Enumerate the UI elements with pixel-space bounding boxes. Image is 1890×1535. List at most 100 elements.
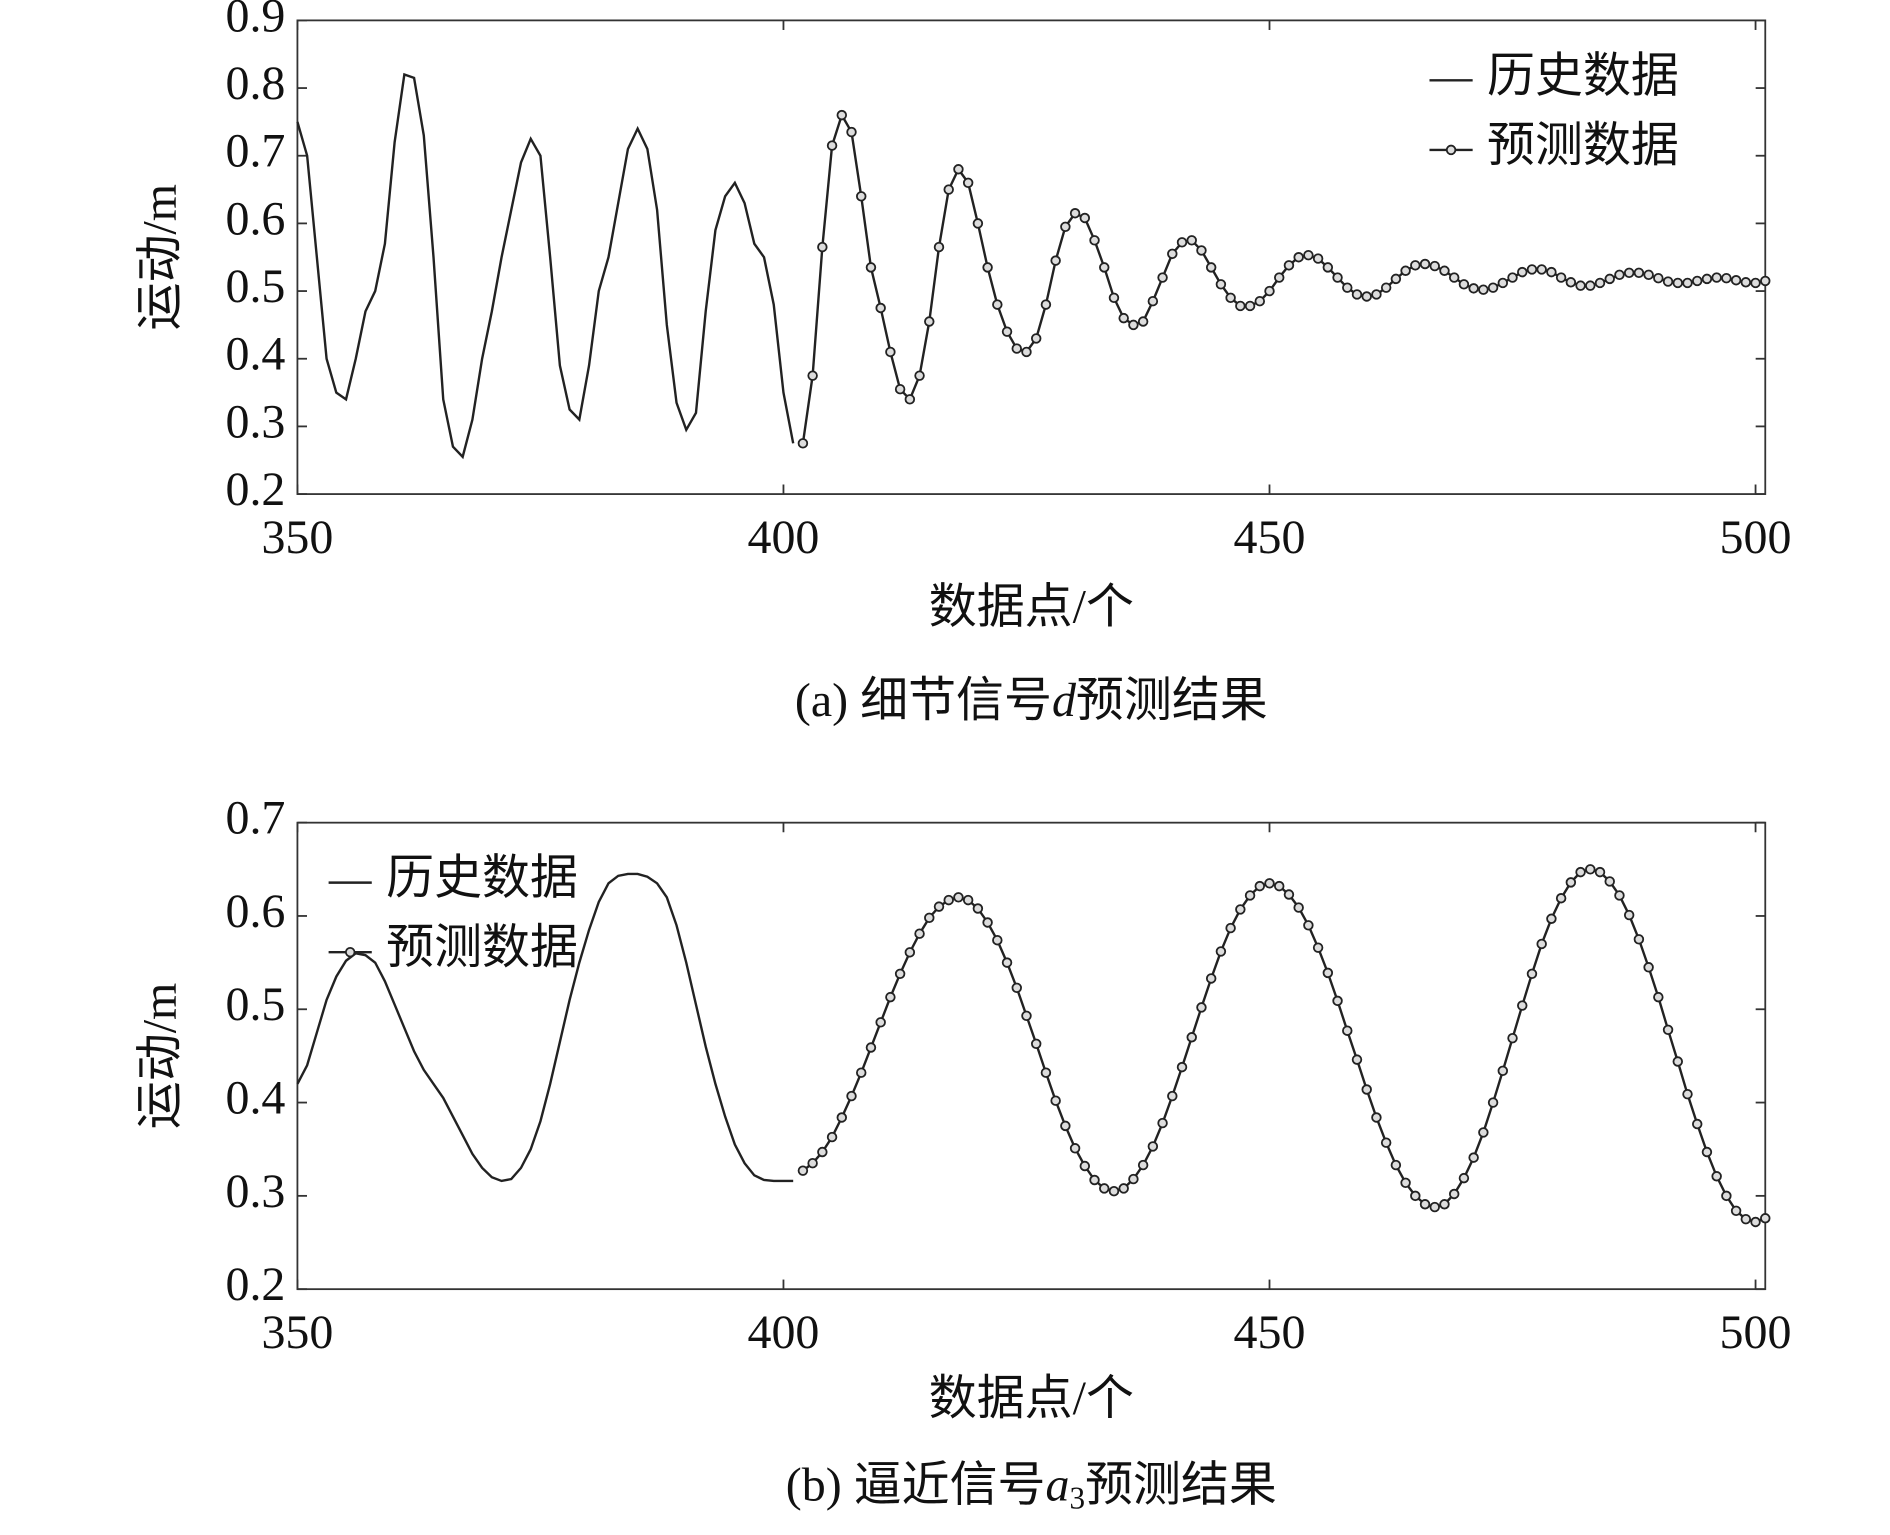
marker <box>1517 266 1528 278</box>
marker <box>1536 264 1547 275</box>
caption-text: 预测结果 <box>1076 674 1268 727</box>
caption-text: 预测结果 <box>1085 1458 1277 1511</box>
marker <box>1089 235 1100 246</box>
marker <box>1322 262 1334 273</box>
marker <box>1711 1171 1722 1182</box>
marker <box>953 164 964 175</box>
marker <box>1351 1054 1363 1065</box>
marker <box>1050 255 1061 266</box>
marker <box>1623 267 1635 279</box>
marker <box>1730 1205 1742 1217</box>
marker <box>817 241 828 253</box>
marker <box>1410 260 1421 271</box>
marker <box>914 370 925 381</box>
marker <box>1040 299 1052 310</box>
marker <box>924 912 935 924</box>
marker <box>875 302 886 314</box>
y-tick-label: 0.2 <box>225 1258 285 1311</box>
marker <box>992 935 1003 946</box>
y-tick-label: 0.2 <box>225 463 285 516</box>
marker <box>1361 1084 1372 1095</box>
marker <box>1235 904 1246 915</box>
marker <box>1662 276 1674 287</box>
marker <box>1205 973 1217 984</box>
marker <box>1604 273 1615 285</box>
marker <box>1167 1090 1178 1102</box>
marker <box>1332 272 1343 283</box>
marker <box>1555 272 1567 283</box>
legend-label: 预测数据 <box>1487 119 1679 172</box>
marker <box>1526 264 1538 275</box>
marker <box>865 262 877 273</box>
caption-text: (b) 逼近信号 <box>786 1458 1046 1511</box>
marker <box>904 394 916 405</box>
marker <box>1672 1056 1683 1067</box>
series-line <box>296 72 795 460</box>
marker <box>1186 235 1197 246</box>
marker <box>1594 866 1606 878</box>
marker <box>1478 1127 1489 1138</box>
y-tick-label: 0.7 <box>225 792 285 845</box>
marker <box>1750 1216 1761 1228</box>
marker <box>962 177 974 189</box>
x-tick-label: 500 <box>1720 511 1792 564</box>
marker <box>1633 267 1645 279</box>
marker <box>1079 1160 1091 1172</box>
marker <box>1303 249 1314 261</box>
marker <box>1623 909 1635 921</box>
marker <box>1439 1199 1450 1210</box>
marker <box>1575 280 1586 291</box>
marker <box>865 1042 877 1053</box>
marker <box>836 109 848 121</box>
marker <box>1410 1190 1421 1202</box>
marker <box>1137 316 1149 327</box>
marker <box>1244 300 1256 312</box>
marker <box>1614 269 1625 281</box>
marker <box>885 346 896 358</box>
marker <box>1342 1025 1353 1036</box>
marker <box>1643 962 1654 973</box>
marker <box>1244 890 1256 901</box>
marker <box>1487 1097 1499 1108</box>
legend-label: 预测数据 <box>386 921 578 974</box>
marker <box>1303 920 1314 931</box>
x-axis-label: 数据点/个 <box>929 581 1134 634</box>
marker <box>1692 1118 1703 1130</box>
marker <box>1555 893 1567 904</box>
legend-label: 历史数据 <box>1487 49 1679 102</box>
marker <box>1390 1159 1402 1171</box>
marker <box>904 947 916 958</box>
marker <box>1760 275 1771 287</box>
x-tick-label: 350 <box>261 1306 333 1359</box>
marker <box>943 894 954 906</box>
marker <box>1750 277 1761 289</box>
marker <box>1011 982 1022 994</box>
marker <box>1497 1065 1509 1077</box>
marker <box>924 316 935 327</box>
marker <box>1128 319 1139 331</box>
marker <box>1215 946 1227 957</box>
marker <box>826 140 838 151</box>
marker <box>1079 212 1091 224</box>
marker <box>1312 942 1324 953</box>
marker <box>1565 877 1577 888</box>
marker <box>1118 312 1129 324</box>
marker <box>1322 967 1334 979</box>
marker <box>1001 957 1013 968</box>
marker <box>1215 279 1227 290</box>
x-axis-label: 数据点/个 <box>929 1372 1134 1425</box>
marker <box>1653 272 1664 284</box>
marker <box>1653 991 1664 1003</box>
marker <box>1225 922 1236 934</box>
y-tick-label: 0.4 <box>225 1072 285 1125</box>
caption-variable: a <box>1046 1458 1070 1511</box>
marker <box>1730 275 1742 286</box>
marker <box>1196 245 1207 256</box>
x-tick-label: 400 <box>747 1306 819 1359</box>
marker <box>856 191 867 202</box>
marker <box>1419 1199 1431 1210</box>
y-axis-label: 运动/m <box>133 184 186 331</box>
marker <box>1099 262 1110 273</box>
marker <box>1264 878 1275 889</box>
marker <box>1225 292 1236 304</box>
